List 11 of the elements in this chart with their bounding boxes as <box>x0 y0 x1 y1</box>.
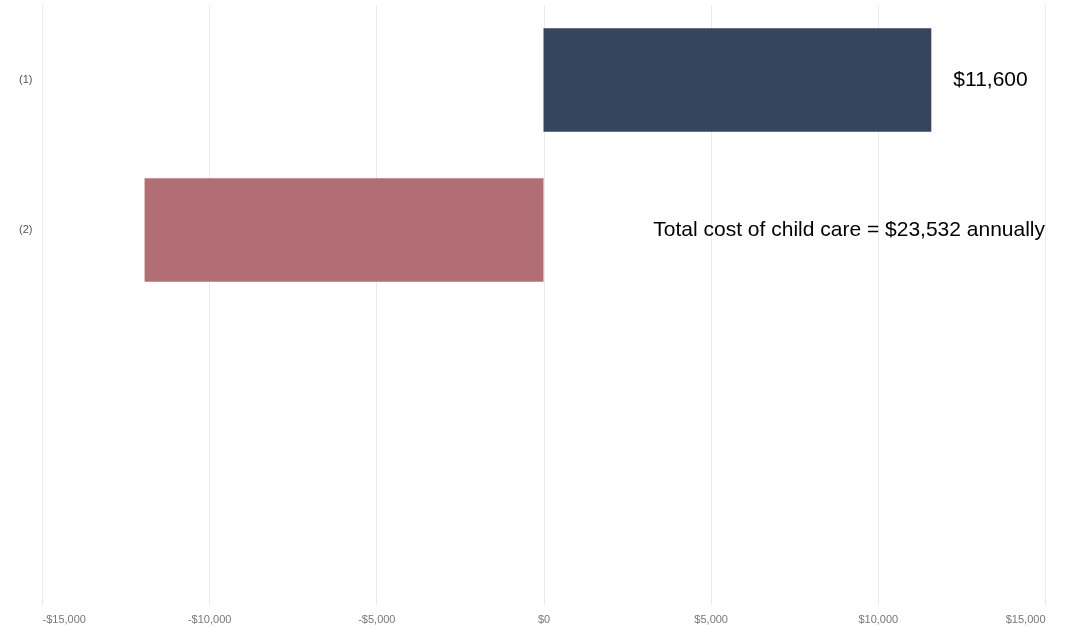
x-tick-label: $5,000 <box>694 612 728 625</box>
x-tick-label: -$5,000 <box>358 612 396 625</box>
x-tick-label: $15,000 <box>1005 612 1046 625</box>
y-tick-label: (2) <box>19 223 33 235</box>
data-label: $11,600 <box>953 67 1028 90</box>
x-tick-label: $0 <box>537 612 551 625</box>
x-tick-label: -$15,000 <box>42 612 86 625</box>
annotation: Total cost of child care = $23,532 annually <box>653 217 1046 240</box>
x-tick-label: -$10,000 <box>187 612 232 625</box>
y-tick-label: (1) <box>19 73 33 85</box>
x-tick-label: $10,000 <box>858 612 899 625</box>
